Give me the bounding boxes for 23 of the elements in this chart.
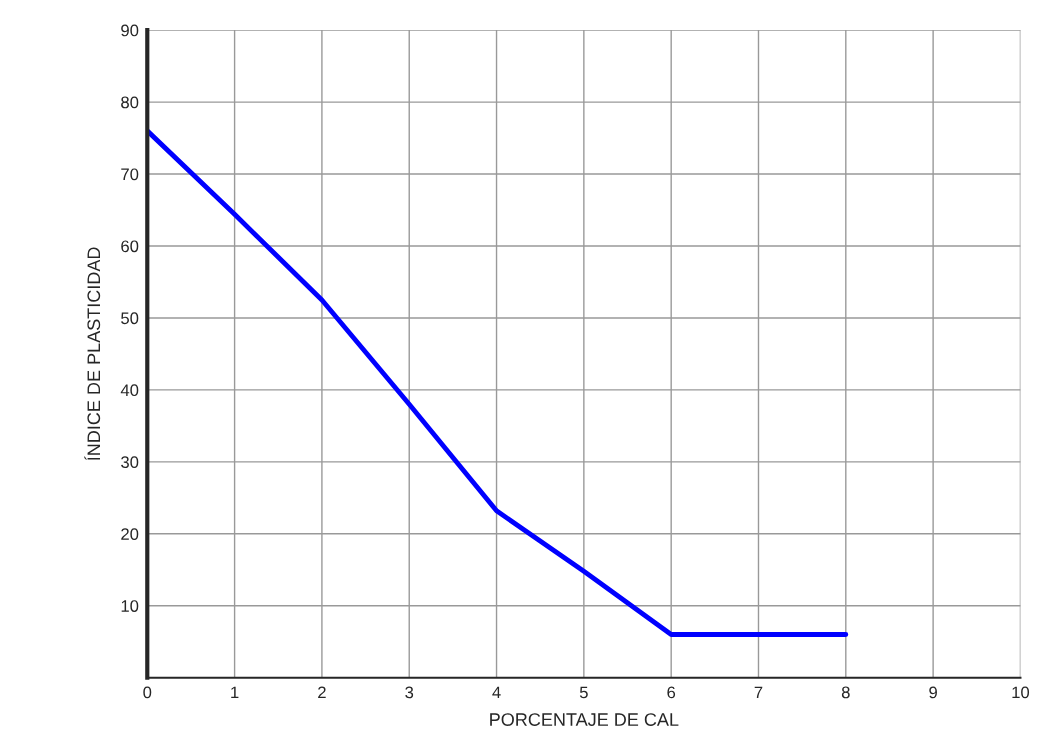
y-tick-label: 80 — [121, 96, 139, 109]
y-axis-title: ÍNDICE DE PLASTICIDAD — [84, 247, 101, 461]
x-tick-label: 3 — [405, 686, 414, 699]
y-tick-label: 60 — [121, 240, 139, 253]
y-tick-label: 50 — [121, 312, 139, 325]
y-tick-label: 10 — [121, 600, 139, 612]
y-tick-label: 30 — [121, 456, 139, 469]
x-tick-label: 5 — [579, 686, 588, 699]
x-tick-label: 6 — [667, 686, 676, 699]
x-tick-label: 9 — [929, 686, 937, 699]
x-tick-label: 10 — [1012, 686, 1030, 699]
x-tick-label: 2 — [318, 686, 326, 699]
x-tick-label: 8 — [841, 686, 850, 699]
y-tick-label: 90 — [121, 24, 139, 37]
x-tick-label: 0 — [143, 686, 152, 699]
x-tick-label: 1 — [231, 686, 239, 699]
x-axis-title: PORCENTAJE DE CAL — [490, 713, 679, 726]
y-tick-label: 40 — [120, 384, 139, 397]
y-tick-label: 70 — [121, 168, 139, 181]
line-series — [147, 128, 849, 637]
x-tick-label: 4 — [492, 686, 501, 699]
x-tick-label: 7 — [754, 686, 763, 699]
y-tick-label: 20 — [121, 528, 139, 540]
